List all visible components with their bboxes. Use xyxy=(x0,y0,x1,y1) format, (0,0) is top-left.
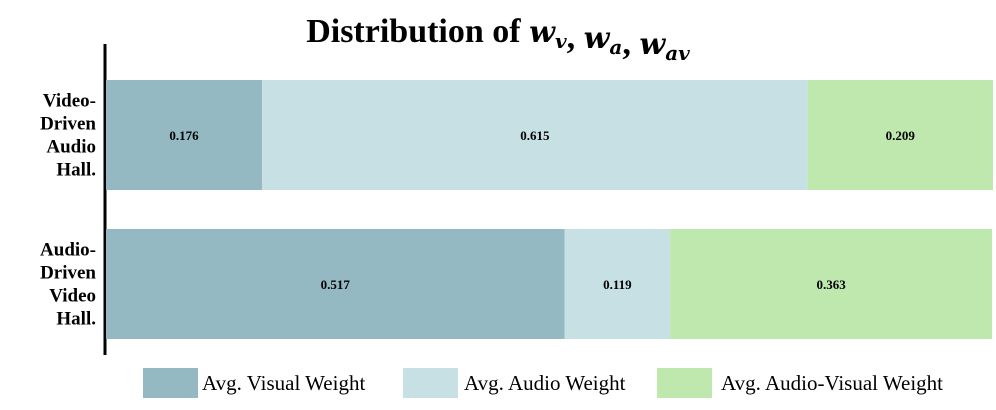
title-subscript: a xyxy=(609,35,622,59)
bar-segment xyxy=(106,229,565,339)
title-variable: w xyxy=(639,27,666,62)
data-labels: 0.176 0.615 0.209 0.517 0.119 0.363 xyxy=(169,128,915,292)
title-text: Distribution of wv, wa, wav xyxy=(306,13,690,65)
legend-label: Avg. Visual Weight xyxy=(202,371,365,395)
title-part: , xyxy=(567,19,584,56)
title-part: Distribution of xyxy=(306,13,529,50)
data-label: 0.517 xyxy=(321,277,351,292)
category-label: Video-Driven Audio Hall. xyxy=(40,91,96,181)
data-label: 0.615 xyxy=(520,128,550,143)
bar-segment xyxy=(262,80,808,190)
data-label: 0.176 xyxy=(169,128,199,143)
category-label: Audio-Driven Video Hall. xyxy=(40,240,96,330)
title-subscript: av xyxy=(665,41,690,65)
chart-title: Distribution of wv, wa, wav xyxy=(306,13,690,65)
bar-segment xyxy=(564,229,671,339)
title-variable: w xyxy=(529,15,556,50)
legend-label: Avg. Audio-Visual Weight xyxy=(721,371,943,395)
category-labels: Video-Driven Audio Hall. Audio-Driven Video H… xyxy=(40,91,96,330)
title-part: , xyxy=(622,25,639,62)
legend-label: Avg. Audio Weight xyxy=(464,371,626,395)
data-label: 0.209 xyxy=(886,128,916,143)
data-label: 0.119 xyxy=(603,277,632,292)
bar-segments xyxy=(106,80,993,339)
title-subscript: v xyxy=(555,29,567,53)
legend-swatch xyxy=(657,368,712,398)
legend: Avg. Visual Weight Avg. Audio Weight Avg. … xyxy=(143,368,943,398)
bar-segment xyxy=(807,80,993,190)
bar-segment xyxy=(106,80,263,190)
legend-swatch xyxy=(403,368,458,398)
data-label: 0.363 xyxy=(816,277,846,292)
title-variable: w xyxy=(584,21,611,56)
bar-segment xyxy=(670,229,993,339)
legend-swatch xyxy=(143,368,198,398)
